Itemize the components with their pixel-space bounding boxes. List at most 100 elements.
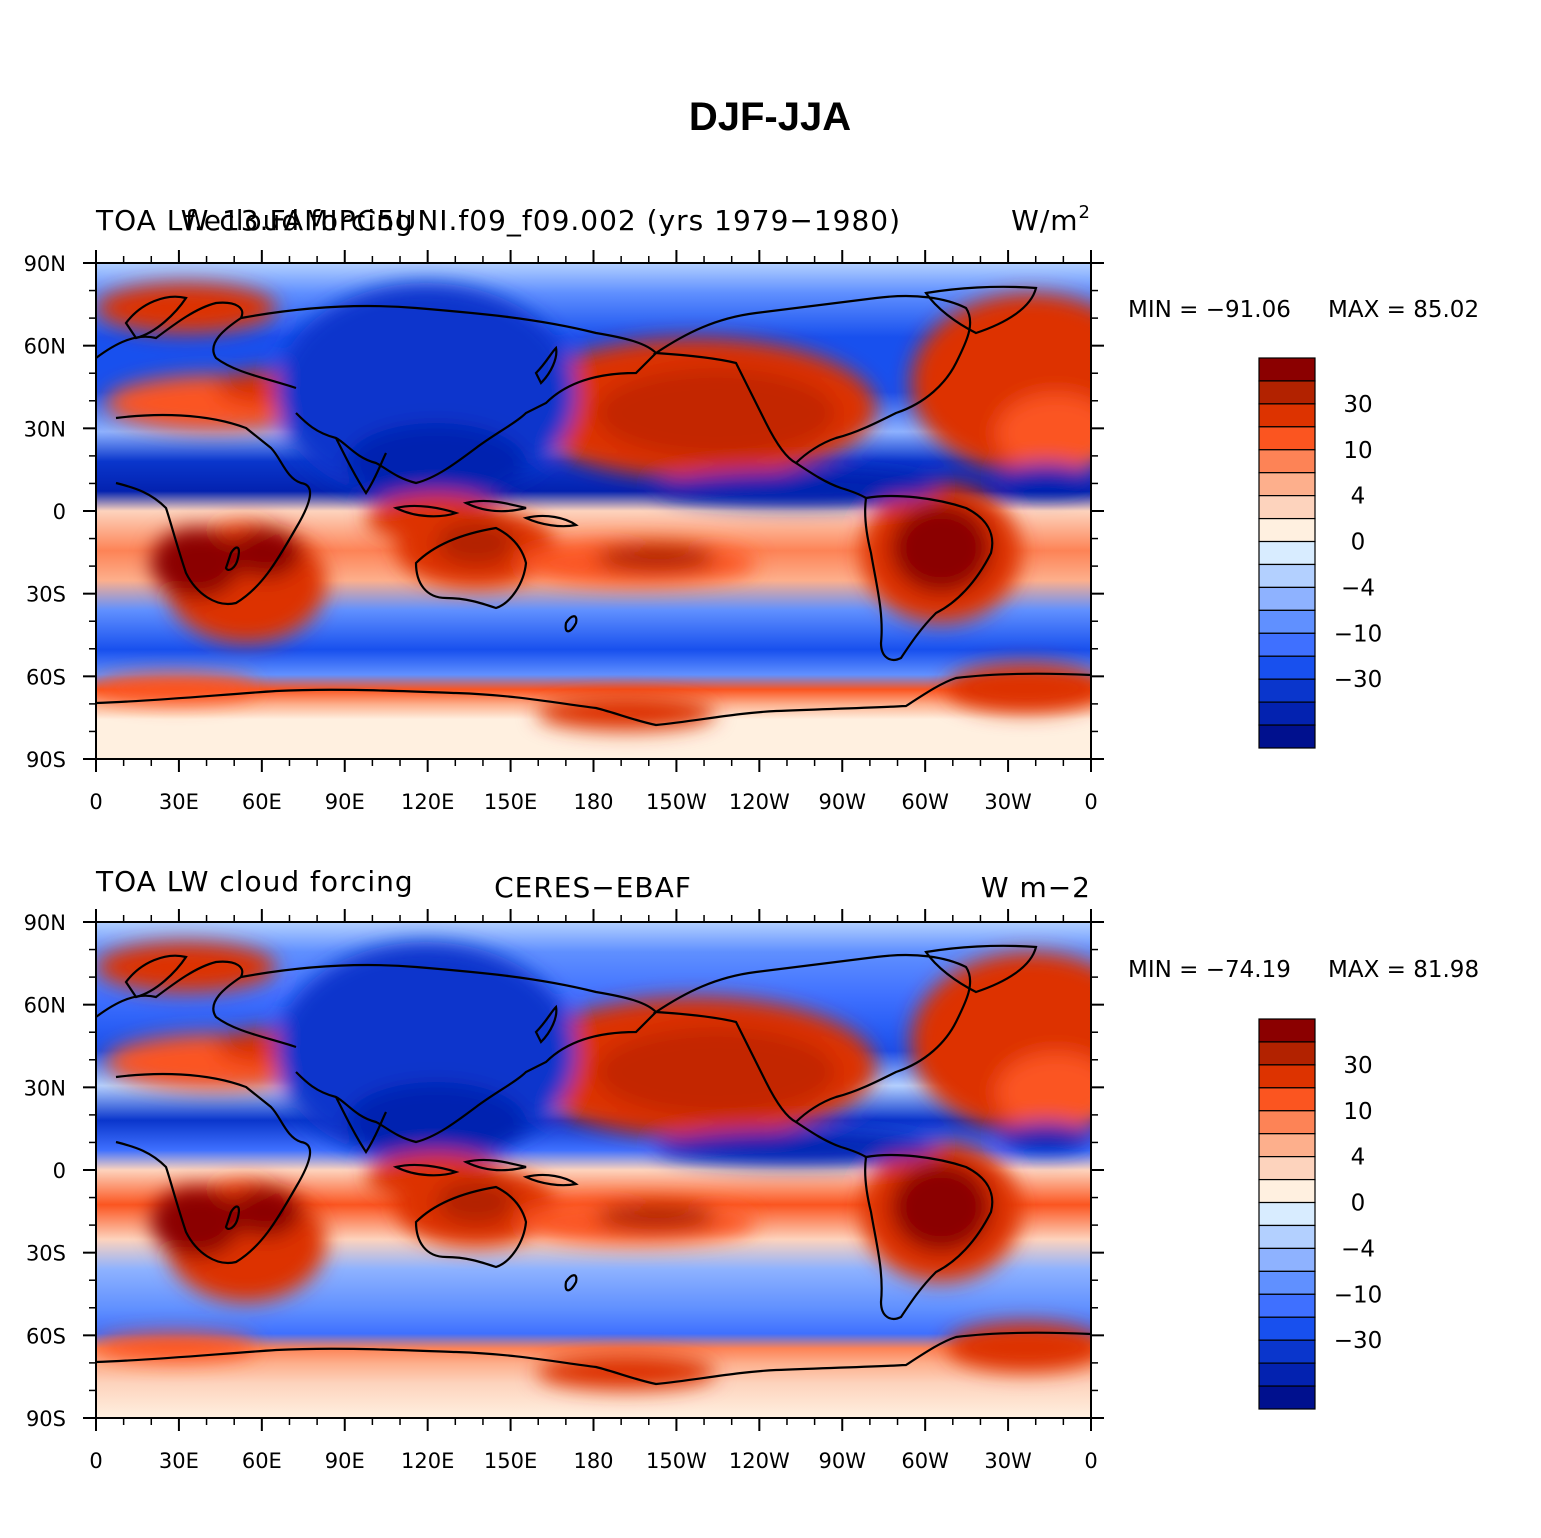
obs-ytick-label-1: 60N [24, 994, 66, 1018]
model-cbar-box-6 [1258, 495, 1316, 520]
obs-cbar-label-5: −10 [1334, 1282, 1383, 1308]
model-cbar-label-2: 4 [1351, 484, 1366, 510]
model-center-title: f.e13.FAMIPC5UNI.f09_f09.002 (yrs 1979−1… [185, 204, 901, 237]
obs-colorbar: 30 10 4 0 −4 −10 −30 [1258, 1018, 1383, 1410]
obs-cbar-label-0: 30 [1343, 1053, 1372, 1079]
obs-cbar-box-9 [1258, 1224, 1316, 1250]
model-axes-ticks: 0 30E 60E 90E 120E 150E 180 150W 120W 90W 60W 30W 09… [24, 250, 1104, 814]
obs-cbar-label-6: −30 [1334, 1328, 1383, 1354]
obs-xtick-label-7: 150W [646, 1449, 707, 1473]
obs-cbar-box-10 [1258, 1247, 1316, 1272]
obs-center-title: CERES−EBAF [494, 871, 692, 904]
obs-cbar-box-5 [1258, 1133, 1316, 1158]
obs-cbar-label-3: 0 [1351, 1191, 1366, 1217]
panel-obs: 0 30E 60E 90E 120E 150E 180 150W 120W 90W 60W 30W 09… [24, 865, 1480, 1473]
obs-xtick-label-8: 120W [729, 1449, 790, 1473]
obs-max-label: MAX = 81.98 [1328, 957, 1479, 983]
model-units-base: W/m [1011, 204, 1078, 237]
model-units-sup: 2 [1079, 202, 1091, 223]
model-cbar-box-3 [1258, 426, 1316, 451]
model-units: W/m2 [1011, 202, 1091, 237]
model-xtick-label-12: 0 [1084, 790, 1097, 814]
obs-cbar-box-1 [1258, 1041, 1316, 1066]
model-cbar-box-13 [1258, 655, 1316, 680]
model-ytick-label-5: 60S [26, 665, 66, 689]
obs-cbar-box-11 [1258, 1270, 1316, 1295]
model-cbar-box-11 [1258, 609, 1316, 634]
model-xtick-label-0: 0 [89, 790, 102, 814]
obs-cbar-label-1: 10 [1343, 1099, 1372, 1125]
model-xtick-label-4: 120E [401, 790, 454, 814]
obs-cbar-label-4: −4 [1341, 1236, 1375, 1262]
model-ytick-label-1: 60N [24, 335, 66, 359]
model-ytick-label-4: 30S [26, 583, 66, 607]
model-cbar-label-4: −4 [1341, 575, 1375, 601]
model-min-label: MIN = −91.06 [1128, 297, 1291, 323]
model-xtick-label-3: 90E [325, 790, 365, 814]
obs-xtick-label-1: 30E [159, 1449, 199, 1473]
model-xtick-label-6: 180 [573, 790, 613, 814]
model-xtick-label-9: 90W [819, 790, 867, 814]
model-cbar-label-0: 30 [1343, 392, 1372, 418]
obs-units-base: W m−2 [981, 871, 1091, 904]
obs-xtick-label-5: 150E [484, 1449, 537, 1473]
obs-xtick-label-12: 0 [1084, 1449, 1097, 1473]
model-ytick-label-0: 90N [24, 252, 66, 276]
obs-cbar-box-7 [1258, 1178, 1316, 1204]
model-cbar-box-4 [1258, 449, 1316, 474]
model-ytick-label-2: 30N [24, 417, 66, 441]
obs-cbar-box-4 [1258, 1110, 1316, 1135]
model-colorbar: 30 10 4 0 −4 −10 −30 [1258, 357, 1383, 749]
model-field [96, 263, 1091, 759]
model-cbar-box-10 [1258, 586, 1316, 611]
obs-xtick-label-4: 120E [401, 1449, 454, 1473]
model-ytick-label-6: 90S [26, 748, 66, 772]
model-cbar-box-1 [1258, 380, 1316, 405]
model-left-title: TOA LW cloud forcing [95, 204, 414, 237]
obs-min-label: MIN = −74.19 [1128, 957, 1291, 983]
obs-field [96, 922, 1091, 1418]
obs-ytick-label-6: 90S [26, 1407, 66, 1431]
model-xtick-label-7: 150W [646, 790, 707, 814]
obs-cbar-box-12 [1258, 1293, 1316, 1318]
obs-xtick-label-11: 30W [984, 1449, 1032, 1473]
obs-cbar-box-6 [1258, 1156, 1316, 1181]
obs-left-title: TOA LW cloud forcing [95, 865, 414, 898]
obs-ytick-label-4: 30S [26, 1242, 66, 1266]
obs-axes-ticks: 0 30E 60E 90E 120E 150E 180 150W 120W 90W 60W 30W 09… [24, 909, 1104, 1473]
model-xtick-label-10: 60W [901, 790, 949, 814]
model-ytick-label-3: 0 [53, 500, 66, 524]
model-xtick-label-11: 30W [984, 790, 1032, 814]
obs-cbar-box-14 [1258, 1339, 1316, 1364]
model-cbar-box-0 [1258, 357, 1316, 382]
model-cbar-box-12 [1258, 632, 1316, 657]
obs-units: W m−2 [981, 871, 1091, 904]
model-xtick-label-1: 30E [159, 790, 199, 814]
obs-xtick-label-9: 90W [819, 1449, 867, 1473]
model-cbar-box-5 [1258, 472, 1316, 497]
obs-ytick-label-2: 30N [24, 1076, 66, 1100]
model-cbar-box-7 [1258, 517, 1316, 543]
obs-cbar-box-13 [1258, 1316, 1316, 1341]
obs-cbar-label-2: 4 [1351, 1145, 1366, 1171]
model-cbar-label-6: −30 [1334, 667, 1383, 693]
model-cbar-box-15 [1258, 701, 1316, 726]
obs-xtick-label-0: 0 [89, 1449, 102, 1473]
model-cbar-label-1: 10 [1343, 438, 1372, 464]
model-cbar-box-16 [1258, 724, 1316, 749]
obs-ytick-label-3: 0 [53, 1159, 66, 1183]
model-cbar-box-14 [1258, 678, 1316, 703]
obs-cbar-box-0 [1258, 1018, 1316, 1043]
obs-xtick-label-3: 90E [325, 1449, 365, 1473]
model-cbar-label-5: −10 [1334, 621, 1383, 647]
model-cbar-box-9 [1258, 563, 1316, 589]
model-max-label: MAX = 85.02 [1328, 297, 1479, 323]
panel-model: 0 30E 60E 90E 120E 150E 180 150W 120W 90W 60W 30W 09… [24, 202, 1480, 814]
obs-cbar-box-16 [1258, 1385, 1316, 1410]
obs-xtick-label-10: 60W [901, 1449, 949, 1473]
obs-cbar-box-3 [1258, 1087, 1316, 1112]
model-cbar-box-2 [1258, 403, 1316, 428]
obs-cbar-box-15 [1258, 1362, 1316, 1387]
model-xtick-label-5: 150E [484, 790, 537, 814]
obs-ytick-label-0: 90N [24, 911, 66, 935]
